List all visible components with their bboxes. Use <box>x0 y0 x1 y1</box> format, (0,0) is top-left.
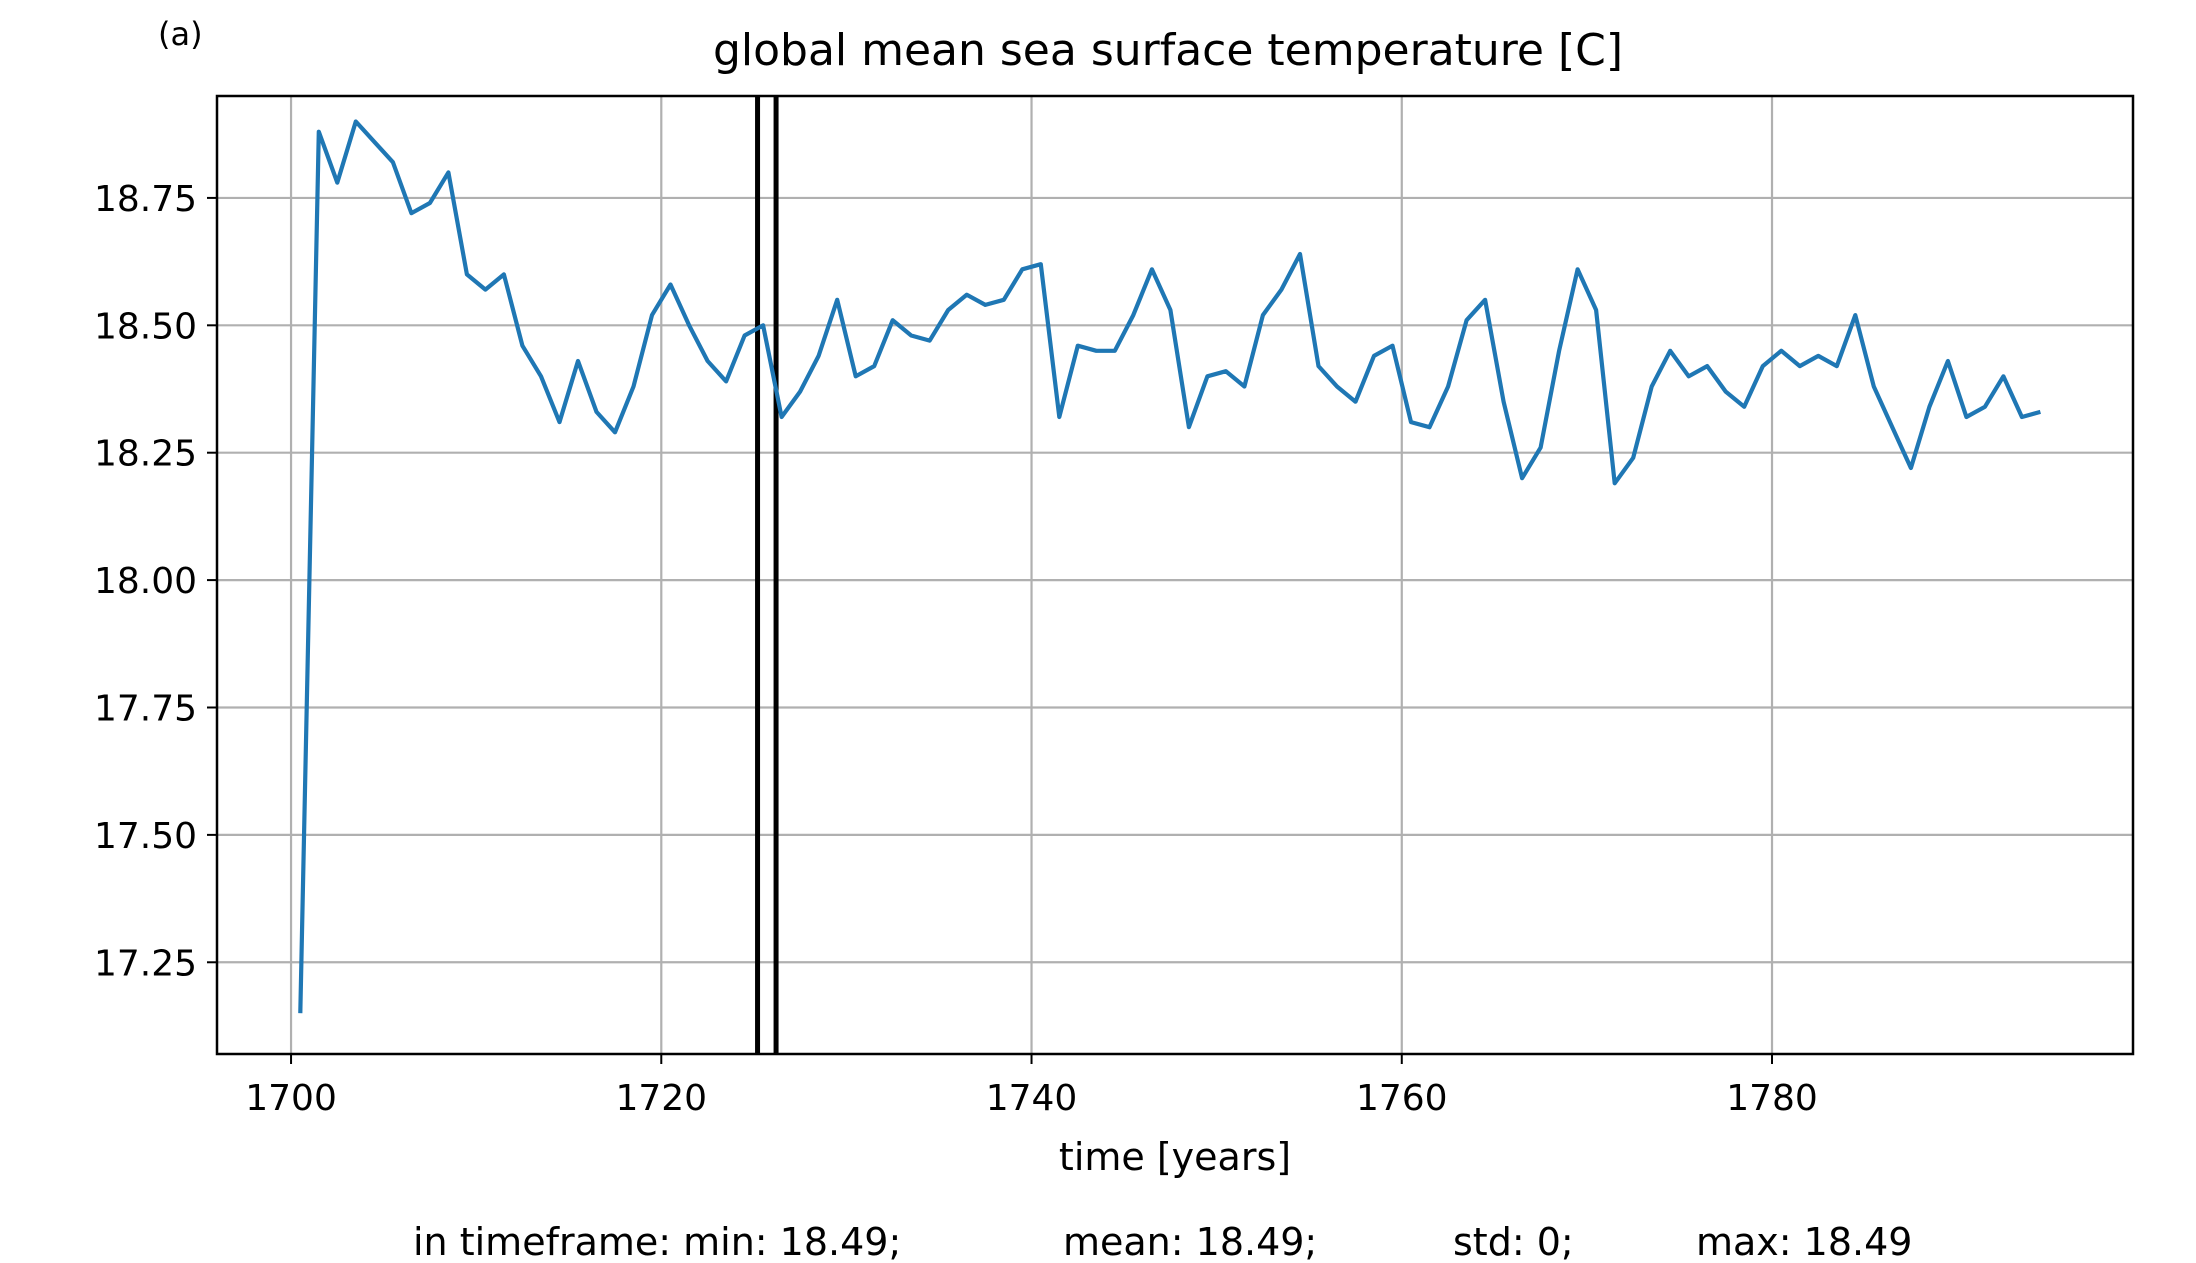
chart-title: global mean sea surface temperature [C] <box>713 25 1623 76</box>
x-tick-label: 1780 <box>1726 1078 1818 1119</box>
y-tick-label: 18.00 <box>94 561 197 602</box>
y-axis: 17.25 17.50 17.75 18.00 18.25 18.50 18.75 <box>94 179 217 984</box>
grid <box>217 96 2133 1054</box>
y-tick-label: 18.25 <box>94 434 197 475</box>
series-group <box>298 119 2041 1014</box>
x-axis: 1700 1720 1740 1760 1780 <box>245 1054 1818 1119</box>
x-tick-label: 1740 <box>986 1078 1078 1119</box>
x-tick-label: 1700 <box>245 1078 337 1119</box>
x-tick-label: 1760 <box>1356 1078 1448 1119</box>
y-tick-label: 17.75 <box>94 688 197 729</box>
stats-std: std: 0; <box>1453 1220 1574 1263</box>
timeframe-markers <box>755 96 779 1054</box>
series-line <box>298 119 2041 1014</box>
stats-mean: mean: 18.49; <box>1063 1220 1317 1263</box>
y-tick-label: 18.75 <box>94 179 197 220</box>
plot-frame <box>215 94 2135 1056</box>
stats-min: in timeframe: min: 18.49; <box>413 1220 901 1263</box>
y-tick-label: 17.50 <box>94 816 197 857</box>
stats-max: max: 18.49 <box>1696 1220 1912 1263</box>
y-tick-label: 18.50 <box>94 306 197 347</box>
x-tick-label: 1720 <box>615 1078 707 1119</box>
y-tick-label: 17.25 <box>94 943 197 984</box>
panel-label: (a) <box>158 15 203 53</box>
x-axis-label: time [years] <box>1059 1135 1291 1179</box>
